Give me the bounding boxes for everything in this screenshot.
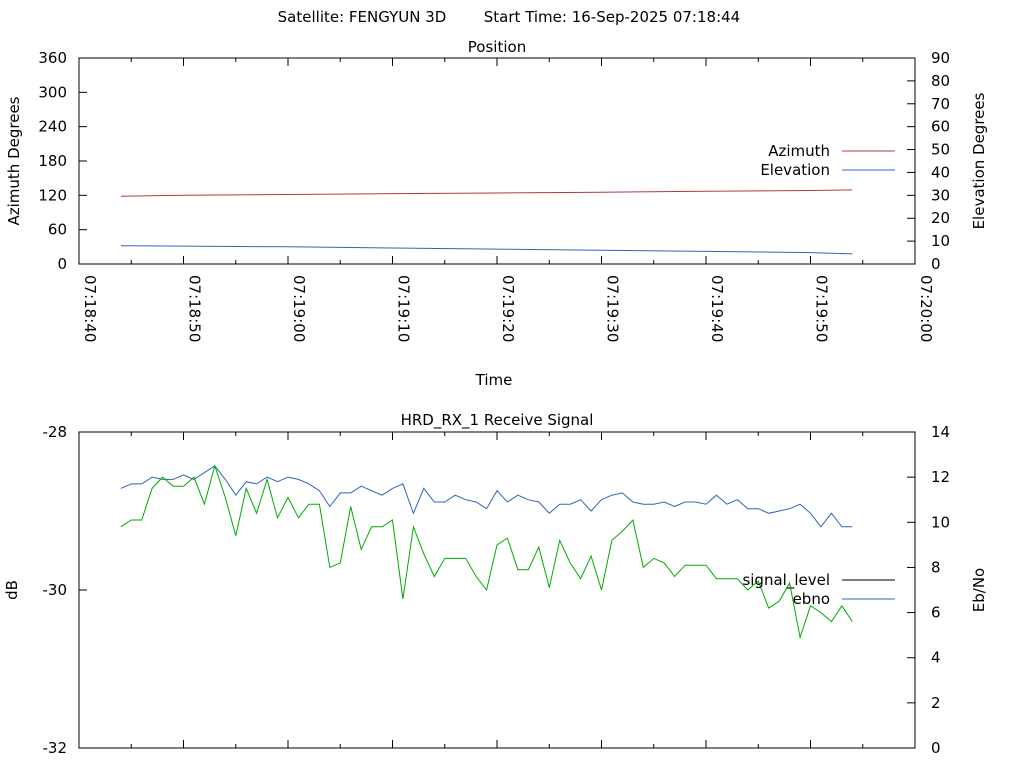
y2-tick-label: 12 [931, 468, 950, 486]
signal-chart: HRD_RX_1 Receive Signal dB Eb/No -32-30-… [3, 411, 988, 757]
signal-axis-ticks: -32 -30 -28 0 2 4 6 8 10 12 14 [43, 423, 951, 757]
position-legend: Azimuth Elevation [760, 142, 895, 179]
y2-tick-label: 10 [931, 232, 950, 250]
y-tick-label: 180 [38, 152, 67, 170]
y2-tick-label: 2 [931, 694, 941, 712]
y2-tick-label: 0 [931, 255, 941, 273]
signal-y2-axis-label: Eb/No [970, 568, 988, 612]
y-tick-label: 360 [38, 49, 67, 67]
x-tick-label: 07:18:50 [186, 275, 204, 342]
signal-legend: signal_level ebno [742, 571, 895, 608]
y2-tick-label: 14 [931, 423, 950, 441]
x-tick-label: 07:19:00 [290, 275, 308, 342]
signal-trace-line [120, 464, 853, 640]
legend-azimuth-label: Azimuth [768, 142, 830, 160]
y2-tick-label: 4 [931, 649, 941, 667]
x-tick-label: 07:19:10 [395, 275, 413, 342]
y2-tick-label: 6 [931, 604, 941, 622]
y2-tick-label: 30 [931, 186, 950, 204]
y2-tick-label: 60 [931, 118, 950, 136]
signal-y-axis-label: dB [3, 580, 21, 600]
y-tick-label: 300 [38, 83, 67, 101]
y2-tick-label: 8 [931, 558, 941, 576]
legend-ebno-label: ebno [793, 590, 830, 608]
position-chart-title: Position [468, 38, 526, 56]
position-axis-ticks: 0 60 120 180 240 300 360 0 10 20 30 40 50 60 70 80 90 07:… [38, 49, 950, 342]
x-tick-label: 07:19:50 [813, 275, 831, 342]
y-tick-label: 60 [48, 221, 67, 239]
x-tick-label: 07:19:20 [499, 275, 517, 342]
position-x-axis-label: Time [475, 371, 513, 389]
y-tick-label: 0 [57, 255, 67, 273]
signal-chart-title: HRD_RX_1 Receive Signal [401, 411, 594, 430]
position-chart: Position Azimuth Degrees Elevation Degre… [5, 38, 988, 389]
satellite-title: Satellite: FENGYUN 3D [278, 8, 447, 26]
signal-series [120, 464, 853, 640]
y2-tick-label: 50 [931, 141, 950, 159]
x-tick-label: 07:20:00 [917, 275, 935, 342]
y-tick-label: -28 [43, 423, 68, 441]
y2-tick-label: 10 [931, 513, 950, 531]
position-y2-axis-label: Elevation Degrees [970, 92, 988, 229]
y-tick-label: -32 [43, 739, 68, 757]
y2-tick-label: 90 [931, 49, 950, 67]
x-tick-label: 07:18:40 [81, 275, 99, 342]
position-series [120, 189, 853, 255]
y2-tick-label: 0 [931, 739, 941, 757]
x-tick-label: 07:19:30 [604, 275, 622, 342]
y2-tick-label: 40 [931, 163, 950, 181]
y-tick-label: -30 [43, 581, 68, 599]
y2-tick-label: 20 [931, 209, 950, 227]
elevation-line [120, 245, 853, 255]
ebno-line [120, 465, 853, 528]
y2-tick-label: 70 [931, 95, 950, 113]
azimuth-line [120, 189, 853, 197]
x-tick-label: 07:19:40 [708, 275, 726, 342]
position-y-axis-label: Azimuth Degrees [5, 96, 23, 225]
y-tick-label: 120 [38, 186, 67, 204]
legend-elevation-label: Elevation [760, 161, 830, 179]
legend-signal-level-label: signal_level [742, 571, 830, 590]
y-tick-label: 240 [38, 118, 67, 136]
y2-tick-label: 80 [931, 72, 950, 90]
signal-plot-frame [78, 431, 916, 749]
start-time-title: Start Time: 16-Sep-2025 07:18:44 [484, 8, 740, 26]
